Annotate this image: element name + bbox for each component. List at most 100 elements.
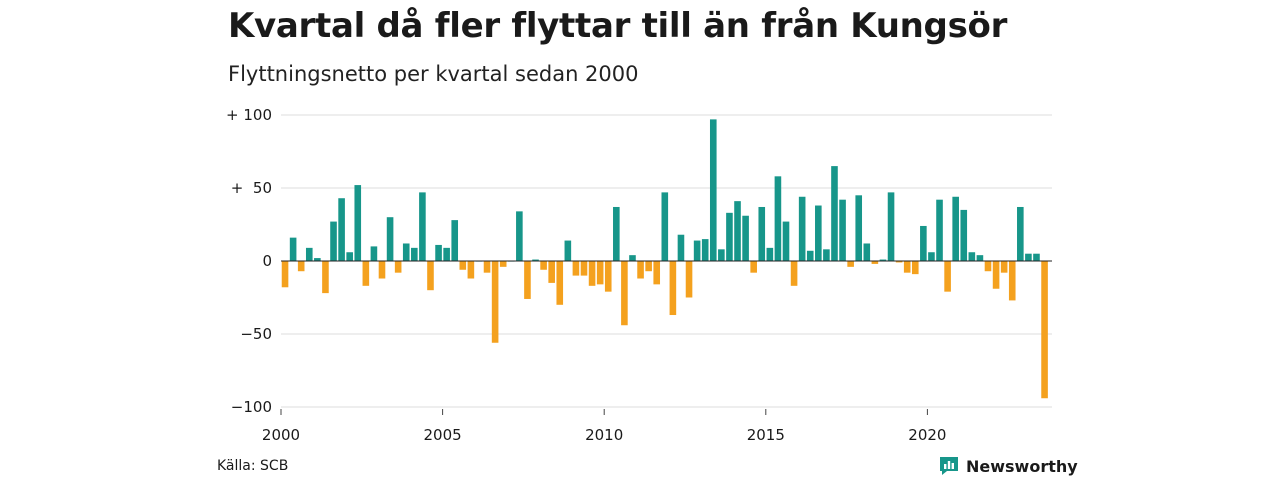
bar-2005Q3 (459, 261, 467, 270)
bar-2018Q4 (887, 192, 895, 261)
bar-2014Q1 (734, 201, 741, 261)
bar-2002Q4 (370, 246, 378, 261)
y-tick-label: + 50 (231, 179, 272, 197)
bar-2017Q2 (839, 199, 846, 261)
bar-2013Q3 (718, 249, 725, 261)
x-tick-label: 2010 (585, 426, 623, 444)
bar-2017Q3 (847, 261, 854, 267)
bar-2015Q2 (774, 176, 782, 261)
bar-2016Q3 (815, 205, 822, 261)
bar-2016Q2 (806, 250, 814, 261)
bar-2019Q4 (920, 225, 927, 261)
bar-2008Q3 (556, 261, 564, 305)
bar-2002Q3 (362, 261, 370, 286)
bar-2006Q4 (499, 261, 507, 267)
bar-2003Q2 (386, 217, 394, 261)
bar-2004Q2 (419, 192, 426, 261)
x-tick-label: 2005 (424, 426, 462, 444)
bar-2017Q1 (831, 166, 838, 261)
bar-2018Q3 (879, 259, 887, 261)
bar-2012Q1 (669, 261, 677, 316)
bar-2007Q4 (532, 259, 539, 261)
bars (281, 119, 1048, 399)
bar-2006Q2 (483, 261, 491, 273)
bar-2013Q1 (701, 239, 709, 261)
bar-2014Q2 (742, 215, 749, 261)
bar-2009Q1 (572, 261, 580, 276)
chart-title: Kvartal då fler flyttar till än från Kun… (228, 6, 1008, 46)
bar-2008Q4 (564, 240, 572, 261)
bar-2014Q4 (758, 206, 766, 261)
x-tick-label: 2000 (262, 426, 300, 444)
bar-2021Q3 (976, 255, 984, 261)
bar-2016Q1 (798, 196, 806, 261)
bar-2002Q1 (346, 252, 353, 261)
x-axis: 2000 2005 2010 2015 2020 (262, 409, 946, 444)
y-tick-label: 0 (262, 252, 272, 270)
grid-lines (281, 114, 1052, 408)
bar-2004Q4 (435, 244, 442, 261)
bar-2000Q1 (281, 261, 289, 288)
bar-2005Q2 (451, 220, 459, 261)
bar-2000Q4 (305, 247, 313, 261)
bar-2020Q2 (936, 199, 943, 261)
bar-2001Q4 (338, 198, 345, 261)
bar-2004Q1 (411, 247, 418, 261)
source-note: Källa: SCB (217, 458, 289, 474)
bar-2007Q3 (524, 261, 531, 299)
bar-2020Q1 (928, 252, 935, 261)
brand-name: Newsworthy (966, 456, 1078, 476)
bar-2010Q2 (613, 206, 620, 261)
y-tick-label: −50 (240, 325, 272, 343)
y-tick-label: + 100 (226, 106, 272, 124)
bar-2012Q4 (693, 240, 701, 261)
bar-2023Q2 (1033, 253, 1040, 261)
bar-2005Q1 (443, 247, 450, 261)
bar-2020Q3 (944, 261, 951, 292)
bar-2010Q3 (621, 261, 628, 326)
bar-2008Q2 (548, 261, 555, 283)
bar-2006Q3 (491, 261, 499, 343)
x-tick-label: 2015 (747, 426, 785, 444)
bar-2014Q3 (750, 261, 757, 273)
bar-2018Q2 (871, 261, 879, 264)
bar-2012Q2 (677, 234, 685, 261)
bar-2022Q3 (1008, 261, 1016, 301)
bar-2018Q1 (863, 243, 871, 261)
bar-2003Q1 (378, 261, 386, 279)
chart-subtitle: Flyttningsnetto per kvartal sedan 2000 (228, 62, 639, 86)
bar-2022Q2 (1000, 261, 1008, 273)
bar-2023Q3 (1041, 261, 1048, 399)
bar-2017Q4 (855, 195, 863, 261)
bar-2011Q3 (653, 261, 661, 285)
bar-2009Q3 (588, 261, 596, 286)
bar-2021Q1 (960, 209, 968, 261)
y-axis: + 100 + 50 0 −50 −100 (226, 106, 272, 416)
bar-2012Q3 (685, 261, 693, 298)
bar-2001Q1 (314, 258, 321, 261)
newsworthy-chart-icon (940, 457, 958, 475)
bar-2011Q2 (645, 261, 652, 272)
bar-2000Q2 (289, 237, 297, 261)
bar-2001Q3 (330, 221, 337, 261)
brand-logo: Newsworthy (938, 455, 1078, 477)
bar-2019Q2 (903, 261, 911, 273)
bar-2007Q2 (516, 211, 523, 261)
bar-2008Q1 (540, 261, 547, 270)
bar-2021Q4 (984, 261, 992, 272)
y-tick-label: −100 (231, 398, 272, 416)
bar-2023Q1 (1025, 253, 1032, 261)
bar-2005Q4 (467, 261, 475, 279)
bar-2020Q4 (952, 196, 959, 261)
bar-2013Q2 (709, 119, 717, 261)
x-tick-label: 2020 (908, 426, 946, 444)
bar-2009Q2 (580, 261, 588, 276)
bar-2009Q4 (596, 261, 604, 285)
bar-2011Q4 (661, 192, 669, 261)
bar-2022Q1 (992, 261, 1000, 289)
bar-2016Q4 (823, 249, 830, 261)
bar-2004Q3 (427, 261, 434, 291)
bar-2003Q3 (394, 261, 402, 273)
bar-2000Q3 (297, 261, 305, 272)
bar-2010Q4 (629, 255, 636, 261)
